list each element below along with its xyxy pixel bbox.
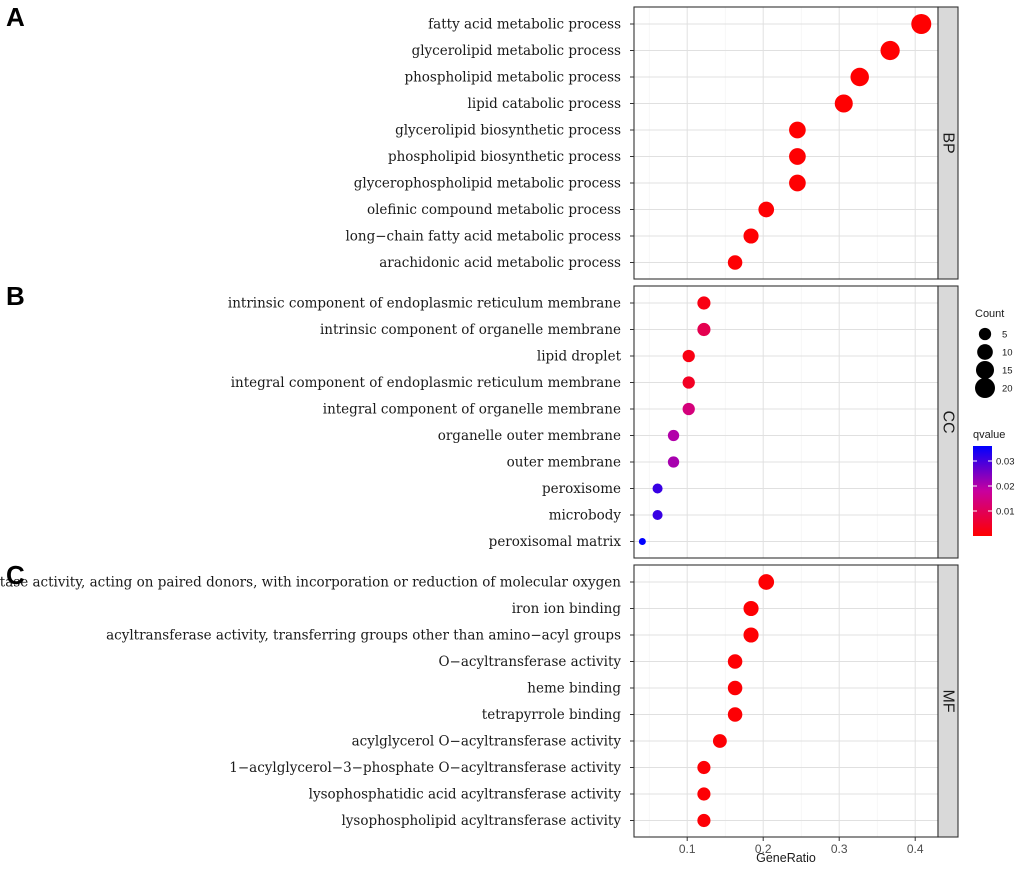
qvalue-legend-label: 0.03 — [996, 457, 1015, 468]
term-label: glycerolipid biosynthetic process — [395, 123, 621, 139]
term-point — [727, 680, 743, 696]
term-point — [789, 174, 806, 192]
term-point — [834, 94, 853, 113]
facet-strip-label: CC — [940, 410, 957, 433]
legend: Count qvalue 5 10 15 20 0.01 0.02 0.03 — [973, 308, 1015, 536]
count-legend-label: 20 — [1002, 384, 1013, 395]
term-point — [758, 574, 775, 590]
x-axis: GeneRatio 0.1 0.2 0.3 0.4 — [679, 837, 924, 865]
term-point — [789, 148, 806, 165]
panel-letter: B — [6, 281, 25, 311]
count-legend-dot — [975, 360, 995, 380]
count-legend-label: 10 — [1002, 348, 1013, 359]
term-label: phospholipid biosynthetic process — [388, 149, 621, 165]
qvalue-colorbar — [973, 446, 992, 536]
term-point — [638, 538, 646, 545]
term-point — [850, 67, 869, 87]
term-point — [652, 509, 663, 521]
term-point — [682, 376, 695, 389]
term-label: iron ion binding — [512, 601, 622, 617]
term-label: acylglycerol O−acyltransferase activity — [352, 734, 622, 750]
term-label: lysophospholipid acyltransferase activit… — [341, 813, 621, 829]
facet-strip — [937, 6, 959, 280]
panel-letter: A — [6, 2, 25, 32]
term-label: arachidonic acid metabolic process — [379, 255, 621, 271]
term-point — [697, 787, 711, 801]
count-legend-dot — [977, 344, 993, 360]
facet-strip-label: BP — [940, 132, 957, 153]
term-label: long−chain fatty acid metabolic process — [345, 229, 621, 245]
term-label: oxidoreductase activity, acting on paire… — [0, 575, 621, 591]
term-point — [667, 456, 680, 468]
term-point — [727, 654, 743, 669]
term-point — [911, 14, 932, 34]
term-point — [758, 201, 775, 218]
term-label: peroxisome — [542, 481, 621, 497]
term-label: integral component of endoplasmic reticu… — [231, 375, 621, 391]
count-legend-dot — [978, 327, 992, 341]
term-point — [712, 734, 727, 748]
term-point — [727, 707, 743, 722]
qvalue-legend-label: 0.02 — [996, 482, 1015, 493]
term-point — [697, 296, 711, 310]
term-point — [880, 40, 900, 61]
term-point — [697, 813, 711, 828]
facet-strip — [937, 285, 959, 559]
term-label: glycerophospholipid metabolic process — [354, 176, 621, 192]
term-point — [727, 255, 743, 270]
term-point — [697, 760, 711, 775]
facet-strip — [937, 564, 959, 838]
term-label: peroxisomal matrix — [489, 534, 622, 550]
count-legend-label: 15 — [1002, 366, 1013, 377]
term-label: outer membrane — [507, 455, 621, 471]
term-point — [652, 483, 663, 494]
term-point — [789, 121, 806, 139]
panel-mf: oxidoreductase activity, acting on paire… — [0, 560, 959, 838]
term-point — [682, 349, 695, 363]
panel-bp: fatty acid metabolic process glycerolipid… — [6, 2, 959, 280]
x-tick-label: 0.2 — [755, 842, 772, 856]
term-label: fatty acid metabolic process — [428, 17, 621, 33]
x-axis-title: GeneRatio — [756, 851, 816, 865]
term-label: integral component of organelle membrane — [323, 402, 621, 418]
term-label: intrinsic component of organelle membran… — [320, 322, 621, 338]
term-label: lipid catabolic process — [468, 96, 622, 112]
qvalue-legend-label: 0.01 — [996, 507, 1015, 518]
x-tick-label: 0.4 — [907, 842, 924, 856]
term-label: acyltransferase activity, transferring g… — [106, 628, 621, 644]
panel-cc: intrinsic component of endoplasmic retic… — [6, 281, 959, 559]
count-legend-label: 5 — [1002, 330, 1007, 341]
term-label: phospholipid metabolic process — [404, 70, 621, 86]
term-label: intrinsic component of endoplasmic retic… — [228, 296, 621, 312]
term-label: olefinic compound metabolic process — [367, 202, 621, 218]
term-label: organelle outer membrane — [438, 428, 621, 444]
term-label: 1−acylglycerol−3−phosphate O−acyltransfe… — [229, 760, 621, 776]
panel-background — [634, 286, 938, 558]
term-label: O−acyltransferase activity — [438, 654, 621, 670]
term-point — [743, 627, 759, 643]
term-point — [682, 402, 695, 416]
term-point — [697, 322, 711, 337]
x-tick-label: 0.3 — [831, 842, 848, 856]
term-label: lipid droplet — [537, 349, 622, 365]
count-legend-dot — [975, 378, 995, 398]
term-label: glycerolipid metabolic process — [412, 43, 621, 59]
term-point — [667, 429, 680, 442]
term-point — [743, 228, 759, 244]
panel-background — [634, 565, 938, 837]
term-label: microbody — [549, 508, 622, 524]
term-label: heme binding — [527, 681, 621, 697]
x-tick-label: 0.1 — [679, 842, 696, 856]
facet-strip-label: MF — [940, 689, 957, 712]
term-point — [743, 600, 759, 617]
panels-layer: fatty acid metabolic process glycerolipid… — [0, 2, 959, 838]
count-legend-title: Count — [975, 308, 1004, 320]
panel-letter: C — [6, 560, 25, 590]
qvalue-legend-title: qvalue — [973, 429, 1005, 441]
term-label: tetrapyrrole binding — [482, 707, 622, 723]
term-label: lysophosphatidic acid acyltransferase ac… — [309, 787, 622, 803]
